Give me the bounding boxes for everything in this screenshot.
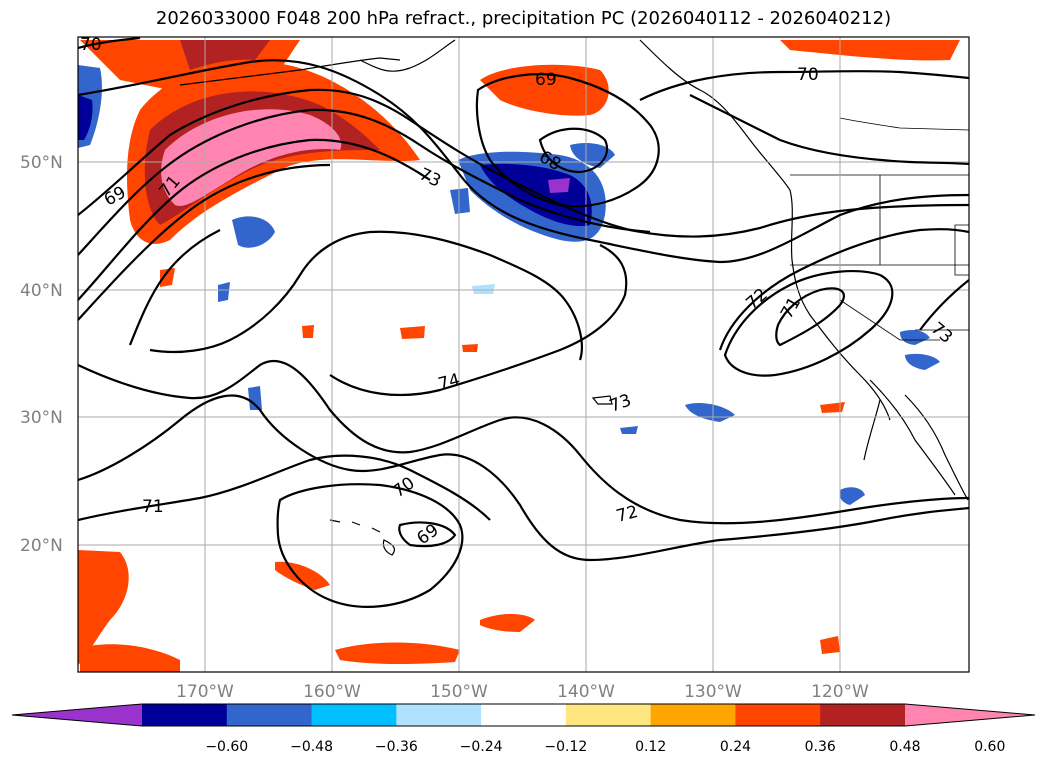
lon-label: 160°W xyxy=(303,682,361,702)
coastlines xyxy=(179,39,969,556)
lon-label: 130°W xyxy=(684,682,742,702)
lat-label: 30°N xyxy=(20,408,63,428)
colorbar-tick-label: 0.60 xyxy=(974,739,1005,755)
contour-label: 70 xyxy=(80,35,102,55)
lat-label: 40°N xyxy=(20,281,63,301)
colorbar-tick-label: −0.48 xyxy=(290,739,333,755)
colorbar-segment xyxy=(565,704,652,726)
colorbar-tick-label: 0.24 xyxy=(720,739,751,755)
lat-label: 50°N xyxy=(20,153,63,173)
colorbar: −0.60 −0.48 −0.36 −0.24 −0.12 0.12 0.24 0.36 0.4… xyxy=(11,703,1036,755)
colorbar-segment xyxy=(735,704,821,726)
latitude-labels: 50°N 40°N 30°N 20°N xyxy=(20,153,63,556)
colorbar-tick-label: −0.24 xyxy=(460,739,503,755)
colorbar-segment xyxy=(311,704,397,726)
lon-label: 170°W xyxy=(176,682,234,702)
colorbar-segment xyxy=(142,704,228,726)
colorbar-tick-label: −0.36 xyxy=(375,739,418,755)
colorbar-segment xyxy=(396,704,482,726)
colorbar-outline xyxy=(11,703,1036,727)
colorbar-segment xyxy=(12,704,142,726)
colorbar-tick-label: 0.36 xyxy=(805,739,836,755)
refractivity-contours xyxy=(78,37,969,608)
lon-label: 150°W xyxy=(430,682,488,702)
colorbar-segment xyxy=(905,704,1035,726)
colorbar-segment xyxy=(820,704,906,726)
colorbar-segment xyxy=(650,704,736,726)
contour-label: 70 xyxy=(797,65,819,85)
page-title: 2026033000 F048 200 hPa refract., precip… xyxy=(155,8,892,29)
colorbar-tick-label: 0.12 xyxy=(635,739,666,755)
colorbar-tick-label: 0.48 xyxy=(889,739,920,755)
colorbar-tick-label: −0.60 xyxy=(205,739,248,755)
lat-label: 20°N xyxy=(20,536,63,556)
contour-label: 71 xyxy=(142,497,164,517)
colorbar-segment xyxy=(226,704,313,726)
contour-label: 69 xyxy=(535,70,557,90)
lon-label: 120°W xyxy=(811,682,869,702)
map-frame xyxy=(77,36,970,673)
precip-positive-shading xyxy=(78,40,960,672)
colorbar-segment xyxy=(481,704,567,726)
longitude-labels: 170°W 160°W 150°W 140°W 130°W 120°W xyxy=(176,682,869,702)
lon-label: 140°W xyxy=(557,682,615,702)
colorbar-tick-label: −0.12 xyxy=(544,739,587,755)
